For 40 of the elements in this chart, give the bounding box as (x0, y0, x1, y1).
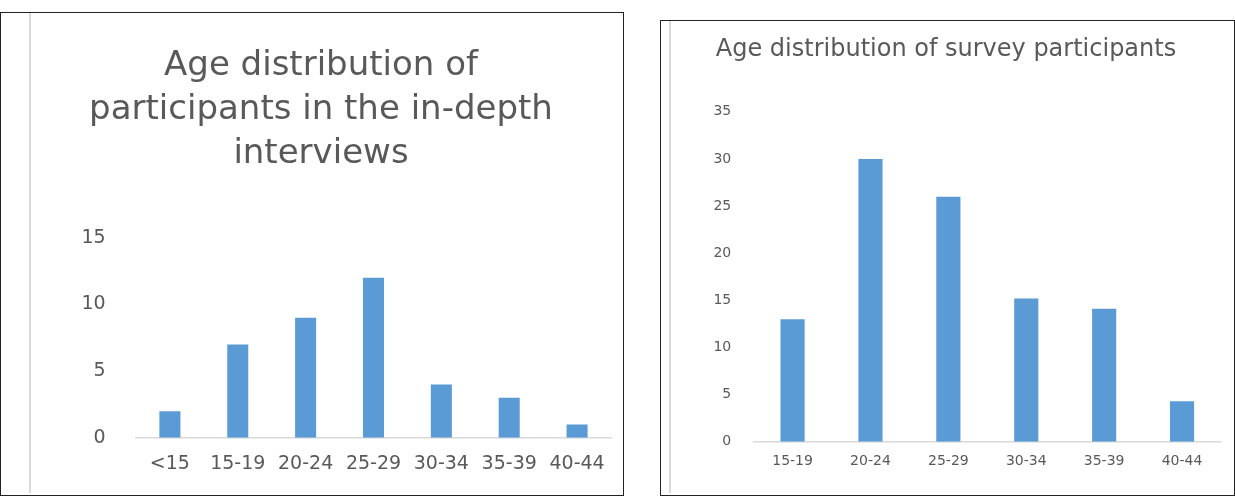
x-tick-label: 35-39 (1083, 452, 1125, 469)
y-tick-label: 15 (81, 224, 106, 247)
bar (1014, 298, 1039, 442)
y-tick-label: 10 (81, 291, 106, 314)
y-tick-label: 0 (722, 432, 732, 449)
y-tick-label: 30 (713, 149, 732, 166)
y-tick-label: 15 (713, 291, 732, 308)
chart-title: Age distribution of survey participants (714, 33, 1178, 64)
bar (780, 319, 805, 442)
bar (498, 397, 520, 438)
bar (227, 344, 249, 438)
x-tick-label: 40-44 (1161, 452, 1203, 469)
chart-title: Age distribution of participants in the in-depth interviews (88, 42, 554, 174)
y-tick-label: 35 (713, 102, 732, 119)
bar (566, 424, 588, 438)
bar (430, 384, 452, 438)
bar (1169, 401, 1195, 442)
y-tick-label: 0 (93, 424, 106, 447)
x-tick-label: 20-24 (278, 451, 334, 474)
x-tick-label: 30-34 (1005, 452, 1047, 469)
x-tick-label: 30-34 (413, 451, 469, 474)
bar (858, 158, 883, 442)
bar (362, 277, 385, 438)
x-tick-label: 15-19 (210, 451, 266, 474)
x-tick-label: <15 (149, 451, 190, 474)
y-tick-label: 25 (713, 196, 732, 213)
bar (295, 317, 317, 438)
x-tick-label: 25-29 (928, 452, 969, 469)
x-tick-label: 40-44 (549, 451, 605, 474)
x-tick-label: 35-39 (481, 451, 537, 474)
x-tick-label: 20-24 (850, 452, 891, 469)
bar (936, 196, 961, 442)
y-tick-label: 5 (722, 385, 732, 402)
y-tick-label: 10 (713, 338, 732, 355)
x-tick-label: 25-29 (345, 451, 402, 474)
bar (1092, 308, 1117, 442)
bar (159, 411, 181, 438)
x-tick-label: 15-19 (772, 452, 813, 469)
y-tick-label: 5 (93, 358, 106, 381)
y-tick-label: 20 (713, 243, 732, 260)
